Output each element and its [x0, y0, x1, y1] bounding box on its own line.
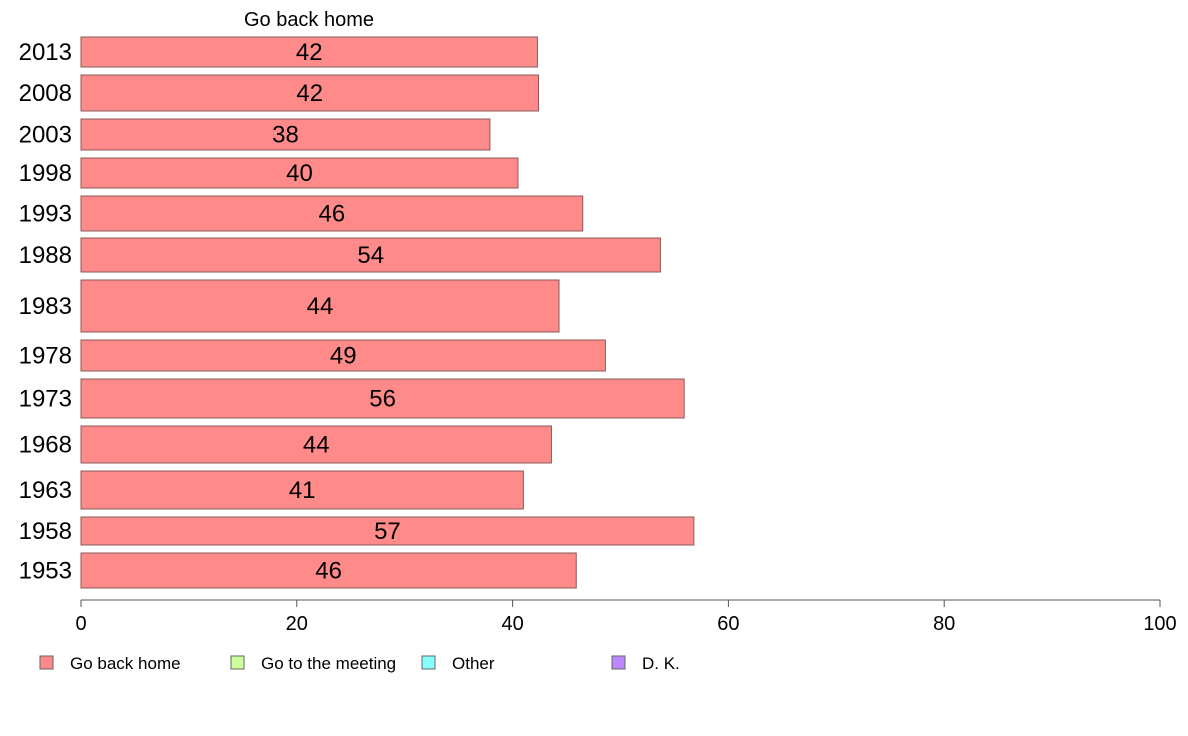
bar-value-label: 44 [307, 293, 334, 320]
x-tick-label: 40 [501, 613, 523, 635]
bar [80, 157, 519, 189]
x-axis: 0 20 40 60 80 100 [75, 599, 1177, 635]
bar [80, 516, 695, 546]
legend-label: Go back home [70, 654, 181, 673]
bar-value-label: 46 [319, 201, 346, 228]
bar-value-label: 41 [289, 477, 316, 504]
bar-value-label: 38 [272, 122, 299, 149]
bar-value-label: 46 [315, 558, 342, 585]
bar [80, 425, 552, 464]
legend-label: Go to the meeting [261, 654, 396, 673]
bar [80, 470, 524, 510]
category-label: 1973 [19, 386, 72, 413]
x-tick-label: 0 [75, 613, 86, 635]
bar [80, 552, 577, 589]
legend-label: Other [452, 654, 495, 673]
bar-value-label: 42 [296, 39, 323, 66]
bar [80, 378, 685, 419]
x-tick-label: 60 [717, 613, 739, 635]
category-label: 2003 [19, 122, 72, 149]
x-tick-label: 80 [933, 613, 955, 635]
bar [80, 36, 538, 68]
bars-layer: 2013 42 2008 42 2003 38 1998 40 1993 46 1988 54 1983… [19, 36, 695, 589]
x-tick-label: 20 [286, 613, 308, 635]
bar-value-label: 54 [357, 242, 384, 269]
legend-swatch [611, 655, 626, 670]
bar-value-label: 44 [303, 432, 330, 459]
category-label: 1968 [19, 432, 72, 459]
bar [80, 118, 491, 151]
category-label: 1988 [19, 242, 72, 269]
category-label: 1963 [19, 477, 72, 504]
bar-value-label: 40 [286, 160, 313, 187]
legend-swatch [39, 655, 54, 670]
category-label: 1998 [19, 160, 72, 187]
x-tick-label: 100 [1143, 613, 1176, 635]
bar [80, 237, 661, 273]
bar [80, 339, 606, 372]
category-label: 1983 [19, 293, 72, 320]
legend-label: D. K. [642, 654, 680, 673]
chart-title: Go back home [244, 9, 374, 31]
legend-swatch [421, 655, 436, 670]
bar [80, 195, 584, 232]
category-label: 1978 [19, 343, 72, 370]
bar-value-label: 57 [374, 518, 401, 545]
category-label: 1953 [19, 558, 72, 585]
category-label: 1958 [19, 518, 72, 545]
legend: Go back home Go to the meeting Other D. K. [39, 654, 680, 673]
category-label: 1993 [19, 201, 72, 228]
bar-value-label: 49 [330, 343, 357, 370]
category-label: 2013 [19, 39, 72, 66]
bar-value-label: 56 [369, 386, 396, 413]
category-label: 2008 [19, 80, 72, 107]
bar [80, 279, 560, 333]
bar-value-label: 42 [296, 80, 323, 107]
legend-swatch [230, 655, 245, 670]
bar [80, 74, 539, 112]
